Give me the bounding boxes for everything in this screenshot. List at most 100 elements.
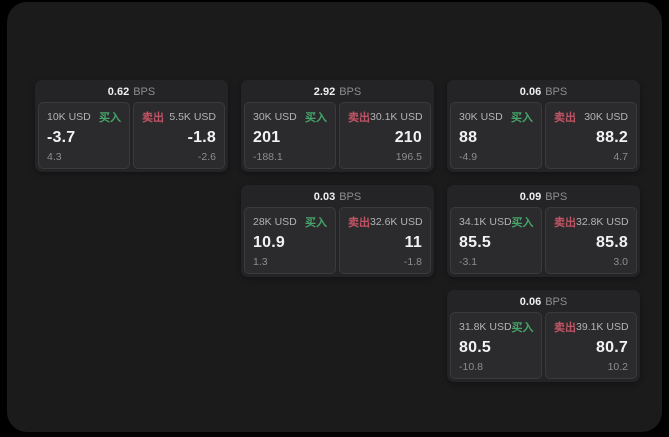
- sell-tile-header: 卖出 5.5K USD: [142, 109, 216, 125]
- card-header: 0.06 BPS: [450, 83, 637, 102]
- card-header: 2.92 BPS: [244, 83, 431, 102]
- buy-tile-header: 31.8K USD 买入: [459, 319, 534, 335]
- card-body: 34.1K USD 买入 85.5 -3.1 卖出 32.8K USD 85.8…: [450, 207, 637, 274]
- buy-change: 1.3: [253, 256, 268, 268]
- buy-tile-header: 30K USD 买入: [459, 109, 533, 125]
- buy-size: 30K USD: [459, 111, 503, 123]
- bps-unit-label: BPS: [545, 86, 568, 98]
- sell-tile[interactable]: 卖出 30.1K USD 210 196.5: [339, 102, 431, 169]
- sell-tile-header: 卖出 30K USD: [554, 109, 628, 125]
- quote-card: 2.92 BPS 30K USD 买入 201 -188.1 卖出 30.1K …: [241, 80, 434, 172]
- sell-size: 5.5K USD: [169, 111, 216, 123]
- buy-side-label: 买入: [99, 112, 121, 124]
- buy-side-label: 买入: [511, 112, 533, 124]
- sell-price: -1.8: [187, 129, 216, 146]
- sell-side-label: 卖出: [554, 322, 576, 334]
- card-header: 0.09 BPS: [450, 188, 637, 207]
- bps-unit-label: BPS: [339, 191, 362, 203]
- sell-tile[interactable]: 卖出 30K USD 88.2 4.7: [545, 102, 637, 169]
- sell-price: 85.8: [596, 234, 628, 251]
- buy-change: -10.8: [459, 361, 483, 373]
- bps-value: 0.06: [519, 86, 542, 98]
- sell-change: 10.2: [607, 361, 628, 373]
- buy-tile[interactable]: 34.1K USD 买入 85.5 -3.1: [450, 207, 542, 274]
- card-header: 0.03 BPS: [244, 188, 431, 207]
- buy-change: 4.3: [47, 151, 62, 163]
- sell-side-label: 卖出: [142, 112, 164, 124]
- quote-card: 0.09 BPS 34.1K USD 买入 85.5 -3.1 卖出 32.8K…: [447, 185, 640, 277]
- bps-value: 0.62: [107, 86, 130, 98]
- buy-tile[interactable]: 10K USD 买入 -3.7 4.3: [38, 102, 130, 169]
- sell-price: 210: [394, 129, 422, 146]
- buy-side-label: 买入: [305, 112, 327, 124]
- buy-tile-header: 34.1K USD 买入: [459, 214, 534, 230]
- bps-value: 0.06: [519, 296, 542, 308]
- buy-size: 34.1K USD: [459, 216, 512, 228]
- sell-change: -1.8: [403, 256, 422, 268]
- sell-price: 80.7: [596, 339, 628, 356]
- card-header: 0.06 BPS: [450, 293, 637, 312]
- sell-price: 11: [404, 234, 422, 251]
- buy-size: 30K USD: [253, 111, 297, 123]
- sell-change: -2.6: [197, 151, 216, 163]
- sell-side-label: 卖出: [554, 217, 576, 229]
- sell-tile-header: 卖出 32.8K USD: [554, 214, 629, 230]
- buy-change: -3.1: [459, 256, 478, 268]
- buy-tile[interactable]: 30K USD 买入 201 -188.1: [244, 102, 336, 169]
- quote-card: 0.03 BPS 28K USD 买入 10.9 1.3 卖出 32.6K US…: [241, 185, 434, 277]
- sell-tile-header: 卖出 32.6K USD: [348, 214, 423, 230]
- sell-side-label: 卖出: [348, 217, 370, 229]
- bps-unit-label: BPS: [339, 86, 362, 98]
- buy-size: 10K USD: [47, 111, 91, 123]
- bps-value: 0.09: [519, 191, 542, 203]
- buy-price: 85.5: [459, 234, 491, 251]
- buy-side-label: 买入: [511, 217, 534, 229]
- quote-card: 0.06 BPS 31.8K USD 买入 80.5 -10.8 卖出 39.1…: [447, 290, 640, 382]
- buy-tile[interactable]: 31.8K USD 买入 80.5 -10.8: [450, 312, 542, 379]
- buy-side-label: 买入: [305, 217, 327, 229]
- sell-price: 88.2: [596, 129, 628, 146]
- bps-value: 0.03: [313, 191, 336, 203]
- sell-size: 32.6K USD: [370, 216, 423, 228]
- buy-price: -3.7: [47, 129, 76, 146]
- sell-tile-header: 卖出 30.1K USD: [348, 109, 423, 125]
- sell-change: 196.5: [395, 151, 422, 163]
- card-body: 30K USD 买入 88 -4.9 卖出 30K USD 88.2 4.7: [450, 102, 637, 169]
- bps-unit-label: BPS: [545, 296, 568, 308]
- sell-tile[interactable]: 卖出 39.1K USD 80.7 10.2: [545, 312, 637, 379]
- sell-size: 32.8K USD: [576, 216, 629, 228]
- buy-tile-header: 30K USD 买入: [253, 109, 327, 125]
- sell-tile[interactable]: 卖出 32.8K USD 85.8 3.0: [545, 207, 637, 274]
- buy-price: 88: [459, 129, 478, 146]
- buy-size: 28K USD: [253, 216, 297, 228]
- card-body: 30K USD 买入 201 -188.1 卖出 30.1K USD 210 1…: [244, 102, 431, 169]
- quote-grid: 0.62 BPS 10K USD 买入 -3.7 4.3 卖出 5.5K USD: [35, 80, 640, 382]
- buy-price: 201: [253, 129, 281, 146]
- buy-tile[interactable]: 30K USD 买入 88 -4.9: [450, 102, 542, 169]
- sell-size: 39.1K USD: [576, 321, 629, 333]
- main-panel: 0.62 BPS 10K USD 买入 -3.7 4.3 卖出 5.5K USD: [7, 2, 662, 432]
- bps-unit-label: BPS: [133, 86, 156, 98]
- buy-side-label: 买入: [511, 322, 534, 334]
- sell-tile[interactable]: 卖出 32.6K USD 11 -1.8: [339, 207, 431, 274]
- sell-tile-header: 卖出 39.1K USD: [554, 319, 629, 335]
- buy-tile-header: 10K USD 买入: [47, 109, 121, 125]
- sell-side-label: 卖出: [554, 112, 576, 124]
- buy-tile[interactable]: 28K USD 买入 10.9 1.3: [244, 207, 336, 274]
- card-body: 28K USD 买入 10.9 1.3 卖出 32.6K USD 11 -1.8: [244, 207, 431, 274]
- sell-tile[interactable]: 卖出 5.5K USD -1.8 -2.6: [133, 102, 225, 169]
- card-body: 10K USD 买入 -3.7 4.3 卖出 5.5K USD -1.8 -2.…: [38, 102, 225, 169]
- buy-price: 80.5: [459, 339, 491, 356]
- sell-change: 3.0: [613, 256, 628, 268]
- buy-change: -188.1: [253, 151, 283, 163]
- buy-size: 31.8K USD: [459, 321, 512, 333]
- bps-value: 2.92: [313, 86, 336, 98]
- buy-tile-header: 28K USD 买入: [253, 214, 327, 230]
- sell-size: 30.1K USD: [370, 111, 423, 123]
- sell-change: 4.7: [613, 151, 628, 163]
- quote-card: 0.62 BPS 10K USD 买入 -3.7 4.3 卖出 5.5K USD: [35, 80, 228, 172]
- card-header: 0.62 BPS: [38, 83, 225, 102]
- sell-side-label: 卖出: [348, 112, 370, 124]
- bps-unit-label: BPS: [545, 191, 568, 203]
- buy-change: -4.9: [459, 151, 478, 163]
